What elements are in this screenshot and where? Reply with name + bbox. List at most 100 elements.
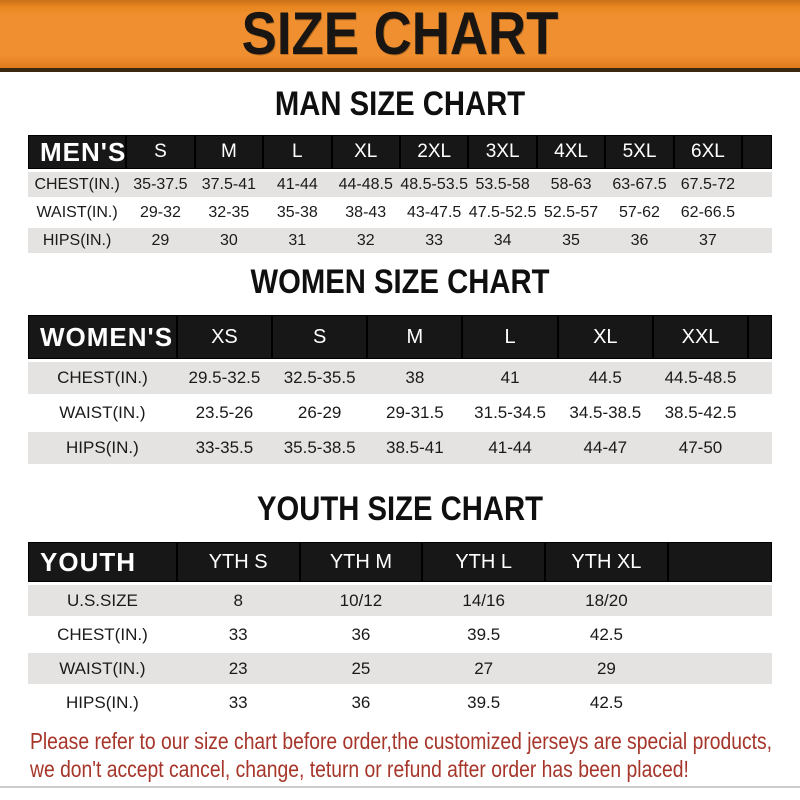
size-value-cell: 8 bbox=[176, 585, 300, 616]
youth-size-chart-heading: YOUTH SIZE CHART bbox=[257, 490, 543, 528]
table-title-cell: YOUTH bbox=[28, 542, 177, 582]
spacer-cell bbox=[667, 542, 772, 582]
spacer-cell bbox=[742, 135, 772, 169]
size-column-header: 2XL bbox=[399, 135, 469, 169]
disclaimer-line-2: we don't accept cancel, change, teturn o… bbox=[30, 756, 689, 782]
size-value-cell: 48.5-53.5 bbox=[399, 172, 469, 197]
size-value-cell: 31.5-34.5 bbox=[462, 397, 558, 429]
disclaimer: Please refer to our size chart before or… bbox=[0, 727, 800, 783]
size-value-cell: 47.5-52.5 bbox=[468, 200, 537, 225]
size-column-header: L bbox=[263, 135, 332, 169]
size-value-cell: 35-38 bbox=[263, 200, 332, 225]
size-column-header: YTH S bbox=[176, 542, 300, 582]
table-title-cell: MEN'S bbox=[28, 135, 127, 169]
size-value-cell: 31 bbox=[263, 228, 332, 253]
size-value-cell: 67.5-72 bbox=[673, 172, 743, 197]
size-value-cell: 44-47 bbox=[557, 432, 653, 464]
size-value-cell: 29 bbox=[126, 228, 195, 253]
size-value-cell: 36 bbox=[605, 228, 674, 253]
size-table-row: WAIST(IN.) 29-32 32-35 35-38 38-43 43-47.5 47.… bbox=[28, 200, 772, 225]
row-label-cell: CHEST(IN.) bbox=[28, 172, 127, 197]
size-table-row: HIPS(IN.) 33-35.5 35.5-38.5 38.5-41 41-44 44-… bbox=[28, 432, 772, 464]
size-column-header: 3XL bbox=[468, 135, 537, 169]
row-label-cell: WAIST(IN.) bbox=[28, 653, 177, 684]
size-value-cell: 42.5 bbox=[545, 619, 668, 650]
size-table-row: CHEST(IN.) 35-37.5 37.5-41 41-44 44-48.5 48.5… bbox=[28, 172, 772, 197]
banner-title: SIZE CHART bbox=[241, 0, 559, 67]
size-value-cell: 29.5-32.5 bbox=[176, 362, 273, 394]
size-value-cell: 39.5 bbox=[422, 687, 546, 718]
size-value-cell: 35 bbox=[536, 228, 606, 253]
size-value-cell: 14/16 bbox=[422, 585, 546, 616]
spacer-cell bbox=[748, 362, 772, 394]
size-value-cell: 32 bbox=[331, 228, 400, 253]
size-value-cell: 43-47.5 bbox=[399, 200, 469, 225]
size-value-cell: 29-32 bbox=[126, 200, 195, 225]
row-label-cell: WAIST(IN.) bbox=[28, 200, 127, 225]
size-value-cell: 32-35 bbox=[194, 200, 264, 225]
size-column-header: 6XL bbox=[673, 135, 743, 169]
size-value-cell: 52.5-57 bbox=[536, 200, 606, 225]
size-table-row: CHEST(IN.) 29.5-32.5 32.5-35.5 38 41 44.5 44.5… bbox=[28, 362, 772, 394]
spacer-cell bbox=[748, 315, 772, 359]
size-value-cell: 63-67.5 bbox=[605, 172, 674, 197]
size-table-header-row: WOMEN'S XS S M L XL XXL bbox=[28, 315, 772, 359]
size-column-header: XL bbox=[557, 315, 653, 359]
size-table-header-row: MEN'S S M L XL 2XL 3XL 4XL 5XL 6XL bbox=[28, 135, 772, 169]
size-value-cell: 44.5-48.5 bbox=[652, 362, 749, 394]
size-value-cell: 34.5-38.5 bbox=[557, 397, 653, 429]
size-value-cell: 35-37.5 bbox=[126, 172, 195, 197]
size-value-cell: 38.5-42.5 bbox=[652, 397, 749, 429]
size-column-header: L bbox=[462, 315, 558, 359]
size-table-row: CHEST(IN.) 33 36 39.5 42.5 bbox=[28, 619, 772, 650]
bottom-divider bbox=[0, 786, 800, 788]
size-value-cell: 58-63 bbox=[536, 172, 606, 197]
size-table-row: HIPS(IN.) 29 30 31 32 33 34 35 36 37 bbox=[28, 228, 772, 253]
size-value-cell: 27 bbox=[422, 653, 546, 684]
size-chart-banner: SIZE CHART bbox=[0, 0, 800, 72]
size-value-cell: 29 bbox=[545, 653, 668, 684]
size-column-header: S bbox=[126, 135, 195, 169]
table-title-cell: WOMEN'S bbox=[28, 315, 177, 359]
size-value-cell: 41-44 bbox=[263, 172, 332, 197]
youth-size-chart-section: YOUTH SIZE CHART YOUTH YTH S YTH M YTH L YTH… bbox=[0, 491, 800, 721]
size-value-cell: 33 bbox=[176, 687, 300, 718]
size-value-cell: 30 bbox=[194, 228, 264, 253]
size-value-cell: 33 bbox=[176, 619, 300, 650]
spacer-cell bbox=[667, 653, 772, 684]
size-value-cell: 42.5 bbox=[545, 687, 668, 718]
size-table-row: HIPS(IN.) 33 36 39.5 42.5 bbox=[28, 687, 772, 718]
size-value-cell: 26-29 bbox=[272, 397, 368, 429]
row-label-cell: HIPS(IN.) bbox=[28, 432, 177, 464]
size-value-cell: 23.5-26 bbox=[176, 397, 273, 429]
size-value-cell: 38.5-41 bbox=[367, 432, 463, 464]
size-table-row: WAIST(IN.) 23.5-26 26-29 29-31.5 31.5-34.5 34… bbox=[28, 397, 772, 429]
size-value-cell: 47-50 bbox=[652, 432, 749, 464]
size-column-header: M bbox=[194, 135, 264, 169]
size-value-cell: 53.5-58 bbox=[468, 172, 537, 197]
women-size-chart-section: WOMEN SIZE CHART WOMEN'S XS S M L XL XXL CHEST(… bbox=[0, 264, 800, 467]
size-value-cell: 44-48.5 bbox=[331, 172, 400, 197]
size-table-row: WAIST(IN.) 23 25 27 29 bbox=[28, 653, 772, 684]
size-value-cell: 29-31.5 bbox=[367, 397, 463, 429]
size-value-cell: 41-44 bbox=[462, 432, 558, 464]
size-column-header: YTH M bbox=[299, 542, 423, 582]
size-value-cell: 25 bbox=[299, 653, 423, 684]
spacer-cell bbox=[742, 228, 772, 253]
size-value-cell: 36 bbox=[299, 687, 423, 718]
size-value-cell: 23 bbox=[176, 653, 300, 684]
spacer-cell bbox=[667, 619, 772, 650]
womens-size-table: WOMEN'S XS S M L XL XXL CHEST(IN.) 29.5-32.5 32.5… bbox=[28, 312, 772, 467]
size-column-header: 5XL bbox=[605, 135, 674, 169]
women-size-chart-heading: WOMEN SIZE CHART bbox=[250, 263, 550, 301]
mens-size-table: MEN'S S M L XL 2XL 3XL 4XL 5XL 6XL CHEST(IN.) 35-37… bbox=[28, 132, 772, 256]
row-label-cell: HIPS(IN.) bbox=[28, 687, 177, 718]
size-value-cell: 10/12 bbox=[299, 585, 423, 616]
size-value-cell: 44.5 bbox=[557, 362, 653, 394]
row-label-cell: CHEST(IN.) bbox=[28, 619, 177, 650]
size-column-header: YTH L bbox=[422, 542, 546, 582]
row-label-cell: HIPS(IN.) bbox=[28, 228, 127, 253]
size-column-header: M bbox=[367, 315, 463, 359]
spacer-cell bbox=[742, 200, 772, 225]
